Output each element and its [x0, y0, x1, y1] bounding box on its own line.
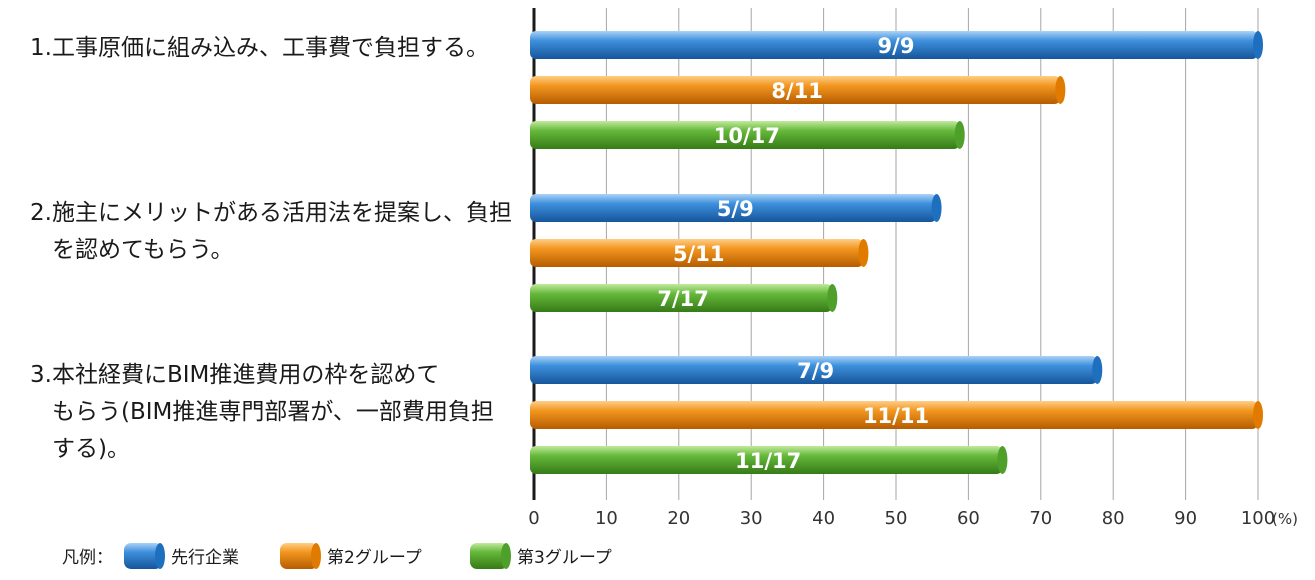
bar-value-label: 11/11: [863, 404, 929, 428]
x-unit-label: (%): [1272, 510, 1298, 528]
bar-value-label: 7/9: [797, 359, 834, 383]
bar-1-series-1: [530, 31, 1258, 59]
category-label: 3.本社経費にBIM推進費用の枠を認めて: [30, 362, 439, 388]
bar-value-label: 5/11: [673, 242, 725, 266]
bar-end-cap: [1253, 31, 1263, 59]
bars: 9/9 5/9 7/9 8/11 5/11 11/11 10/17 7/17 11/17: [530, 31, 1263, 474]
category-label: する)。: [52, 436, 130, 462]
legend-label: 第2グループ: [327, 548, 422, 568]
bar-1-series-2: [530, 76, 1061, 104]
bar-end-cap: [997, 446, 1008, 474]
legend-swatch-cap: [155, 543, 165, 569]
bar-end-cap: [858, 239, 869, 267]
x-tick-label: 40: [812, 508, 835, 529]
category-label: を認めてもらう。: [52, 237, 233, 263]
bar-value-label: 9/9: [878, 34, 915, 58]
x-tick-label: 80: [1102, 508, 1125, 529]
x-tick-label: 100: [1241, 508, 1275, 529]
bar-value-label: 5/9: [717, 197, 754, 221]
legend-swatch: [470, 543, 508, 569]
bar-end-cap: [1092, 356, 1103, 384]
legend-label: 先行企業: [171, 548, 239, 568]
x-tick-label: 50: [885, 508, 908, 529]
bar-end-cap: [1055, 76, 1066, 104]
x-tick-label: 60: [957, 508, 980, 529]
bar-1-series-3: [530, 121, 960, 149]
legend-swatch-cap: [311, 543, 321, 569]
legend-title: 凡例：: [62, 548, 113, 568]
bar-end-cap: [954, 121, 965, 149]
bar-value-label: 8/11: [771, 79, 823, 103]
bar-end-cap: [827, 284, 838, 312]
legend-swatch-cap: [501, 543, 511, 569]
x-tick-label: 20: [667, 508, 690, 529]
x-tick-label: 70: [1029, 508, 1052, 529]
bar-3-series-3: [530, 446, 1003, 474]
bar-value-label: 7/17: [657, 287, 709, 311]
bar-2-series-1: [530, 194, 937, 222]
category-labels: 1.工事原価に組み込み、工事費で負担する。 2.施主にメリットがある活用法を提案し…: [30, 35, 512, 462]
bar-end-cap: [1253, 401, 1263, 429]
x-tick-label: 30: [740, 508, 763, 529]
bar-3-series-2: [530, 401, 1258, 429]
bar-value-label: 10/17: [714, 124, 780, 148]
category-label: 1.工事原価に組み込み、工事費で負担する。: [30, 35, 489, 61]
legend-swatch: [124, 543, 162, 569]
legend-swatch: [280, 543, 318, 569]
x-tick-label: 90: [1174, 508, 1197, 529]
bar-2-series-3: [530, 284, 833, 312]
bar-end-cap: [931, 194, 942, 222]
legend: 凡例： 先行企業 第2グループ 第3グループ: [62, 543, 612, 569]
bar-3-series-1: [530, 356, 1098, 384]
bar-2-series-2: [530, 239, 864, 267]
x-tick-label: 10: [595, 508, 618, 529]
legend-label: 第3グループ: [517, 548, 612, 568]
category-label: 2.施主にメリットがある活用法を提案し、負担: [30, 200, 512, 226]
bar-value-label: 11/17: [735, 449, 801, 473]
category-label: もらう(BIM推進専門部署が、一部費用負担: [52, 399, 494, 425]
x-tick-label: 0: [528, 508, 539, 529]
